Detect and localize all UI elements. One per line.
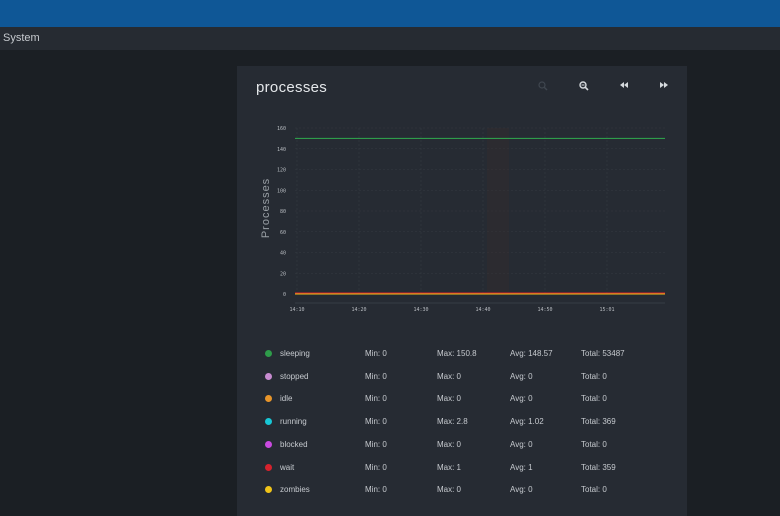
- y-tick-label: 140: [277, 147, 286, 153]
- legend-total-value: Total: 369: [581, 417, 616, 427]
- chart-highlight-band: [487, 128, 509, 294]
- legend-row-running[interactable]: running Min: 0 Max: 2.8 Avg: 1.02 Total: 369: [237, 414, 687, 430]
- legend-min-value: Min: 0: [365, 394, 387, 404]
- legend-max-value: Max: 2.8: [437, 417, 468, 427]
- legend-max-value: Max: 0: [437, 371, 462, 381]
- legend-series-name: idle: [280, 394, 293, 404]
- section-title: System: [3, 32, 40, 44]
- fast-forward-button[interactable]: [656, 81, 672, 95]
- legend-avg-value: Avg: 0: [510, 439, 533, 449]
- x-tick-label: 14:20: [351, 307, 366, 313]
- legend-min-value: Min: 0: [365, 439, 387, 449]
- x-axis-ticks: 14:10 14:20 14:30 14:40 14:50 15:01: [289, 307, 614, 313]
- rewind-button[interactable]: [616, 81, 632, 95]
- legend-avg-value: Avg: 0: [510, 485, 533, 495]
- legend-series-name: blocked: [280, 439, 308, 449]
- legend-avg-value: Avg: 1.02: [510, 417, 544, 427]
- legend-row-wait[interactable]: wait Min: 0 Max: 1 Avg: 1 Total: 359: [237, 460, 687, 476]
- legend-min-value: Min: 0: [365, 485, 387, 495]
- y-tick-label: 100: [277, 188, 286, 194]
- legend-avg-value: Avg: 1: [510, 462, 533, 472]
- legend-color-dot: [265, 372, 272, 380]
- x-tick-label: 14:50: [537, 307, 552, 313]
- legend-color-dot: [265, 440, 272, 448]
- processes-panel: processes 0 20 40 60 80 100 120 140 160 14:10 14:…: [237, 66, 687, 516]
- rewind-icon: [620, 82, 628, 88]
- legend-total-value: Total: 0: [581, 394, 607, 404]
- y-tick-label: 120: [277, 168, 286, 174]
- section-bar: System: [0, 27, 780, 50]
- y-axis-ticks: 0 20 40 60 80 100 120 140 160: [277, 126, 286, 298]
- zoom-in-button[interactable]: [535, 81, 551, 95]
- legend-color-dot: [265, 350, 272, 357]
- legend-color-dot: [265, 395, 272, 403]
- zoom-in-icon: [538, 81, 548, 91]
- chart-highlight: [487, 128, 509, 294]
- legend-total-value: Total: 359: [581, 462, 616, 472]
- legend-max-value: Max: 1: [437, 462, 462, 472]
- y-axis-label: Processes: [260, 178, 272, 238]
- legend-avg-value: Avg: 148.57: [510, 349, 553, 358]
- legend-series-name: zombies: [280, 485, 310, 495]
- legend-row-stopped[interactable]: stopped Min: 0 Max: 0 Avg: 0 Total: 0: [237, 369, 687, 385]
- legend-total-value: Total: 0: [581, 439, 607, 449]
- y-tick-label: 40: [280, 251, 286, 257]
- legend-row-sleeping[interactable]: sleeping Min: 0 Max: 150.8 Avg: 148.57 Total…: [237, 346, 687, 362]
- y-tick-label: 60: [280, 230, 286, 236]
- legend-color-dot: [265, 418, 272, 426]
- zoom-out-button[interactable]: [576, 81, 592, 95]
- chart-grid: [295, 127, 665, 304]
- x-tick-label: 15:01: [599, 307, 614, 313]
- x-tick-label: 14:30: [413, 307, 428, 313]
- legend-series-name: running: [280, 417, 307, 427]
- legend-color-dot: [265, 486, 272, 494]
- legend-color-dot: [265, 463, 272, 471]
- chart-series: [295, 137, 665, 295]
- zoom-out-icon: [579, 81, 589, 91]
- legend-max-value: Max: 150.8: [437, 349, 477, 358]
- y-tick-label: 80: [280, 209, 286, 215]
- x-tick-label: 14:10: [289, 307, 304, 313]
- legend-total-value: Total: 0: [581, 371, 607, 381]
- y-tick-label: 0: [283, 292, 286, 298]
- legend-total-value: Total: 53487: [581, 349, 625, 358]
- legend-max-value: Max: 0: [437, 394, 462, 404]
- legend-total-value: Total: 0: [581, 485, 607, 495]
- legend-row-blocked[interactable]: blocked Min: 0 Max: 0 Avg: 0 Total: 0: [237, 437, 687, 453]
- legend-avg-value: Avg: 0: [510, 371, 533, 381]
- legend-avg-value: Avg: 0: [510, 394, 533, 404]
- legend-min-value: Min: 0: [365, 349, 387, 358]
- legend-min-value: Min: 0: [365, 462, 387, 472]
- legend-max-value: Max: 0: [437, 439, 462, 449]
- legend-series-name: sleeping: [280, 349, 310, 358]
- legend-min-value: Min: 0: [365, 371, 387, 381]
- panel-title: processes: [256, 79, 328, 96]
- legend-row-idle[interactable]: idle Min: 0 Max: 0 Avg: 0 Total: 0: [237, 391, 687, 407]
- legend-series-name: wait: [280, 462, 295, 472]
- y-tick-label: 160: [277, 126, 286, 132]
- legend-min-value: Min: 0: [365, 417, 387, 427]
- x-tick-label: 14:40: [475, 307, 490, 313]
- top-bar: [0, 0, 780, 27]
- y-tick-label: 20: [280, 271, 286, 277]
- legend-max-value: Max: 0: [437, 485, 462, 495]
- legend-row-zombies[interactable]: zombies Min: 0 Max: 0 Avg: 0 Total: 0: [237, 482, 687, 498]
- legend-series-name: stopped: [280, 371, 309, 381]
- fast-forward-icon: [660, 82, 668, 88]
